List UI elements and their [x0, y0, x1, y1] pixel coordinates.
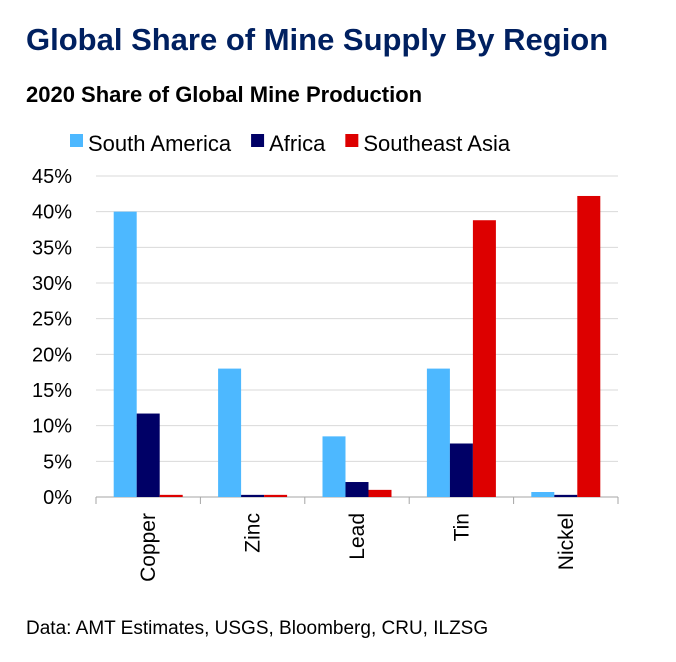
- bar-nickel-southeast-asia: [577, 195, 601, 497]
- y-tick-label: 15%: [32, 380, 72, 402]
- x-tick-label: Copper: [137, 513, 160, 582]
- bar-nickel-africa: [554, 494, 578, 497]
- bar-zinc-africa: [241, 494, 265, 497]
- bar-tin-southeast-asia: [472, 220, 496, 497]
- y-tick-label: 10%: [32, 416, 72, 438]
- legend-label: South America: [88, 131, 232, 156]
- bar-copper-south-america: [113, 211, 137, 497]
- chart-title: Global Share of Mine Supply By Region: [26, 22, 609, 57]
- y-tick-label: 20%: [32, 344, 72, 366]
- legend-swatch: [70, 134, 83, 147]
- bar-zinc-south-america: [218, 368, 242, 497]
- bar-nickel-south-america: [531, 492, 555, 497]
- x-tick-label: Lead: [346, 513, 369, 560]
- y-tick-label: 5%: [43, 451, 72, 473]
- legend-label: Southeast Asia: [363, 131, 511, 156]
- legend-swatch: [251, 134, 265, 147]
- source-note: Data: AMT Estimates, USGS, Bloomberg, CR…: [26, 618, 489, 639]
- y-tick-label: 35%: [32, 237, 72, 259]
- x-tick-label: Nickel: [555, 513, 578, 570]
- bar-lead-africa: [345, 482, 369, 497]
- y-tick-label: 30%: [32, 273, 72, 295]
- x-tick-label: Tin: [450, 513, 473, 541]
- bar-zinc-southeast-asia: [264, 494, 288, 497]
- bar-copper-africa: [136, 413, 160, 497]
- y-tick-label: 40%: [32, 202, 72, 224]
- y-tick-label: 25%: [32, 309, 72, 331]
- y-tick-label: 45%: [32, 166, 72, 188]
- bar-lead-southeast-asia: [368, 489, 392, 497]
- x-tick-label: Zinc: [242, 513, 265, 553]
- y-tick-label: 0%: [43, 487, 72, 509]
- bar-tin-africa: [449, 443, 473, 497]
- bar-tin-south-america: [426, 368, 450, 497]
- bar-copper-southeast-asia: [159, 494, 183, 497]
- chart-subtitle: 2020 Share of Global Mine Production: [26, 82, 423, 107]
- bar-lead-south-america: [322, 436, 346, 497]
- legend-swatch: [345, 134, 359, 147]
- legend-label: Africa: [269, 131, 326, 156]
